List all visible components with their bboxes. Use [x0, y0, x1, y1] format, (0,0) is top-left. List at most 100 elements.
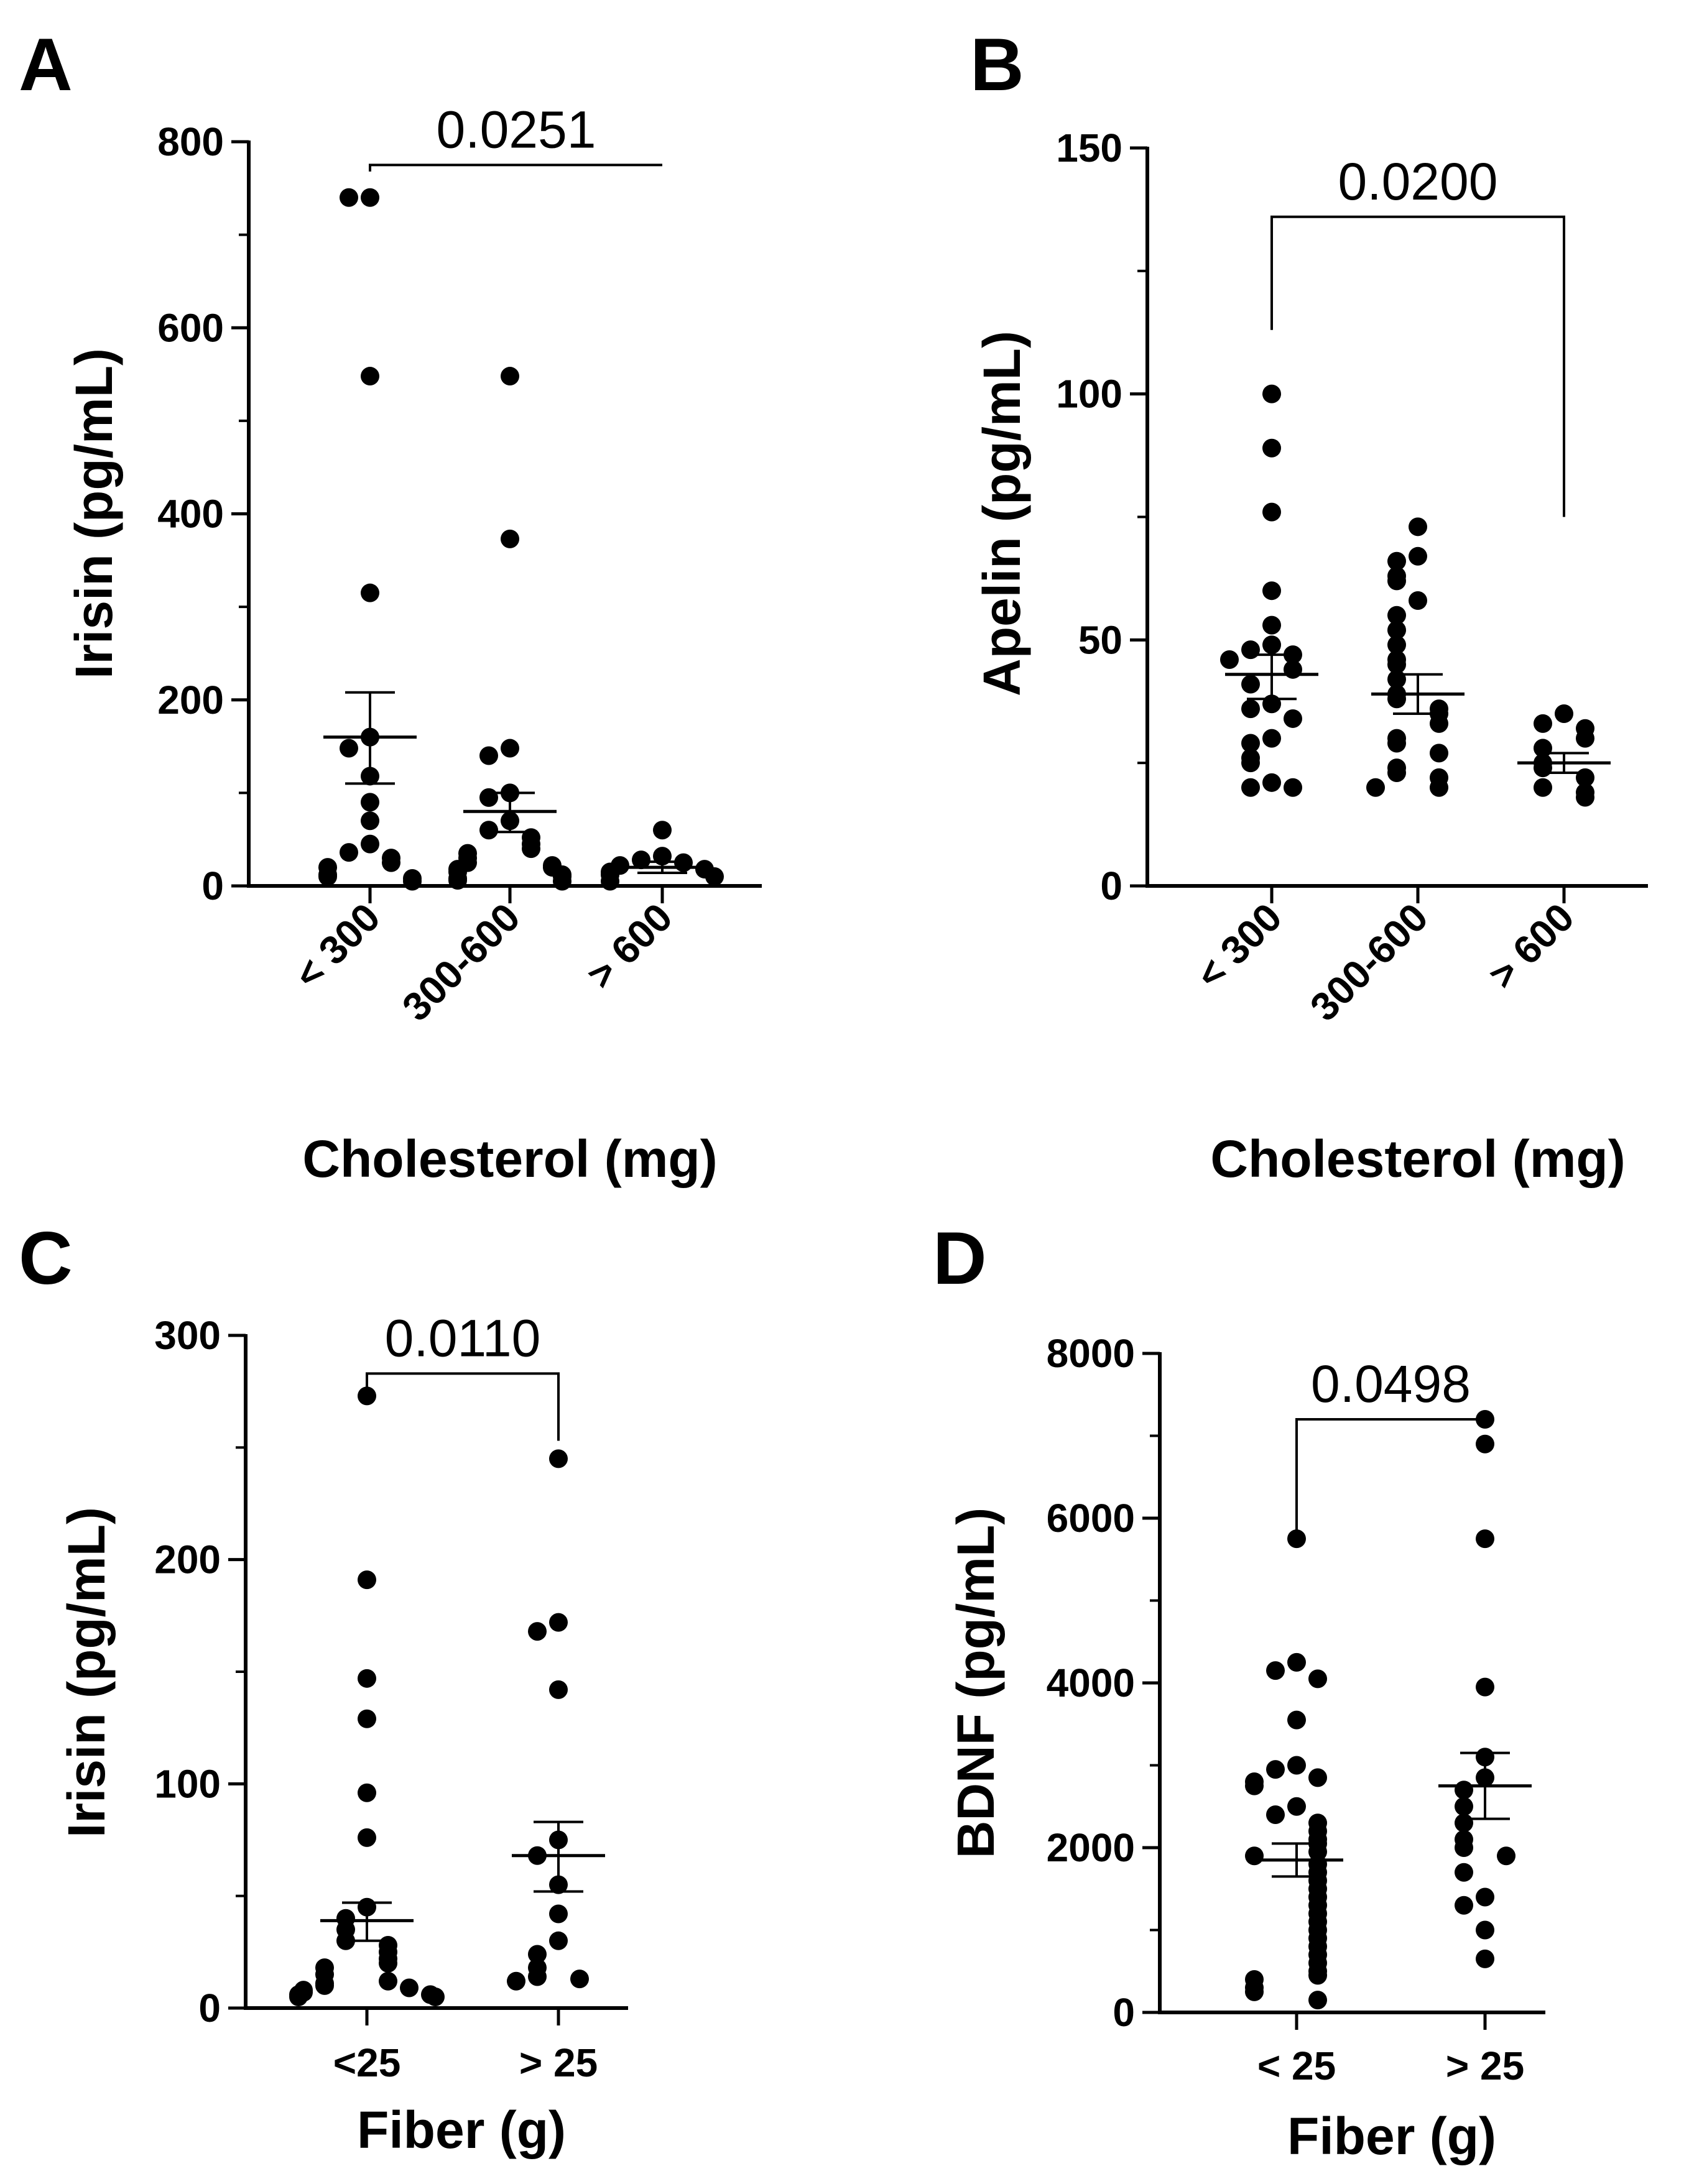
- data-point: [549, 1931, 568, 1950]
- data-point: [340, 188, 358, 207]
- data-point: [1366, 778, 1385, 797]
- data-point: [1241, 734, 1260, 753]
- data-point: [1266, 1760, 1285, 1779]
- data-point: [528, 1945, 547, 1964]
- data-point: [1262, 438, 1281, 458]
- x-tick-label: < 25: [1257, 2043, 1336, 2088]
- data-point: [1262, 581, 1281, 601]
- panel-label-c: C: [19, 1217, 73, 1300]
- panel-d-bdnf-fiber: 0 2000 4000 6000 8000 BDNF (pg/mL) Fiber (g) < …: [946, 1331, 1545, 2165]
- data-point: [400, 1978, 419, 1997]
- data-point: [1455, 1813, 1473, 1833]
- significance-bracket: [1270, 215, 1565, 517]
- data-point: [1262, 384, 1281, 403]
- data-point: [1455, 1797, 1473, 1816]
- x-axis-title: Cholesterol (mg): [1210, 1130, 1625, 1188]
- significance-bracket: [366, 1372, 560, 1441]
- data-point: [1430, 744, 1448, 763]
- data-point: [1476, 1949, 1494, 1968]
- y-axis-title: BDNF (pg/mL): [946, 1508, 1005, 1859]
- data-point: [1387, 763, 1406, 782]
- panel-label-a: A: [19, 23, 73, 106]
- y-axis-title: Apelin (pg/mL): [973, 331, 1031, 696]
- data-point: [653, 821, 672, 840]
- panel-c-irisin-fiber: 0 100 200 300 Irisin (pg/mL) Fiber (g) <25 > 25…: [57, 1309, 628, 2159]
- data-point: [1241, 675, 1260, 694]
- data-point: [522, 839, 540, 859]
- data-point: [570, 1970, 589, 1989]
- data-point: [1476, 1920, 1494, 1940]
- y-tick-label: 150: [1056, 126, 1122, 170]
- y-tick-label: 200: [154, 1537, 221, 1582]
- data-point: [1430, 778, 1448, 797]
- data-point: [382, 853, 400, 872]
- data-point: [1476, 1677, 1494, 1697]
- data-point: [1455, 1781, 1473, 1800]
- panel-label-b: B: [970, 23, 1024, 106]
- data-point: [1245, 1982, 1264, 2001]
- data-point: [361, 367, 379, 386]
- data-point: [1284, 660, 1302, 679]
- data-point: [315, 1976, 334, 1995]
- x-tick-label: > 600: [578, 895, 680, 997]
- x-tick-label: 300-600: [394, 895, 529, 1030]
- p-value-label: 0.0110: [385, 1309, 541, 1367]
- data-point: [1387, 689, 1406, 709]
- x-tick-label: > 600: [1479, 895, 1582, 997]
- y-tick-label: 600: [157, 305, 224, 350]
- data-point: [549, 1680, 568, 1699]
- data-point: [1387, 571, 1406, 591]
- data-point: [1409, 591, 1427, 611]
- data-point: [358, 1783, 376, 1802]
- data-point: [501, 739, 519, 758]
- significance-bracket: [1295, 1418, 1486, 1535]
- y-axis-title: Irisin (pg/mL): [65, 348, 123, 679]
- data-point: [1262, 502, 1281, 522]
- data-point: [1266, 1805, 1285, 1824]
- data-point: [479, 788, 498, 807]
- data-point: [403, 872, 422, 891]
- data-point: [1262, 729, 1281, 748]
- data-point: [1287, 1797, 1306, 1816]
- y-tick-label: 2000: [1047, 1825, 1135, 1870]
- y-tick-label: 4000: [1047, 1661, 1135, 1705]
- data-point: [448, 871, 467, 890]
- data-point: [1287, 1529, 1306, 1549]
- data-point: [1241, 753, 1260, 773]
- y-tick-label: 100: [154, 1761, 221, 1806]
- data-point: [358, 1828, 376, 1847]
- y-tick-label: 6000: [1047, 1496, 1135, 1541]
- data-point: [601, 872, 619, 891]
- data-point: [1287, 1756, 1306, 1775]
- data-point: [1262, 773, 1281, 792]
- data-point: [1245, 1776, 1264, 1795]
- data-point: [479, 746, 498, 765]
- data-point: [528, 1622, 547, 1641]
- data-point: [1308, 1991, 1327, 2010]
- data-point: [1430, 714, 1448, 733]
- data-point: [358, 1570, 376, 1590]
- data-point: [1534, 778, 1552, 797]
- data-point: [1409, 517, 1427, 537]
- x-axis-title: Fiber (g): [357, 2101, 566, 2159]
- y-tick-label: 50: [1078, 617, 1122, 662]
- y-tick-label: 300: [154, 1313, 221, 1358]
- data-point: [1555, 704, 1573, 724]
- data-point: [340, 843, 358, 862]
- data-point: [361, 793, 379, 812]
- data-point: [1284, 778, 1302, 797]
- x-axis-title: Cholesterol (mg): [302, 1130, 717, 1188]
- data-point: [1455, 1838, 1473, 1857]
- data-point: [1476, 1434, 1494, 1454]
- data-point: [1241, 640, 1260, 660]
- data-point: [1409, 546, 1427, 566]
- panel-label-d: D: [933, 1217, 987, 1300]
- data-point: [1241, 699, 1260, 719]
- data-point: [1534, 714, 1552, 733]
- y-tick-label: 8000: [1047, 1331, 1135, 1376]
- data-point: [361, 583, 379, 602]
- y-tick-label: 200: [157, 678, 224, 722]
- data-point: [1476, 1529, 1494, 1549]
- x-tick-label: > 25: [1446, 2043, 1524, 2088]
- data-point: [501, 529, 519, 548]
